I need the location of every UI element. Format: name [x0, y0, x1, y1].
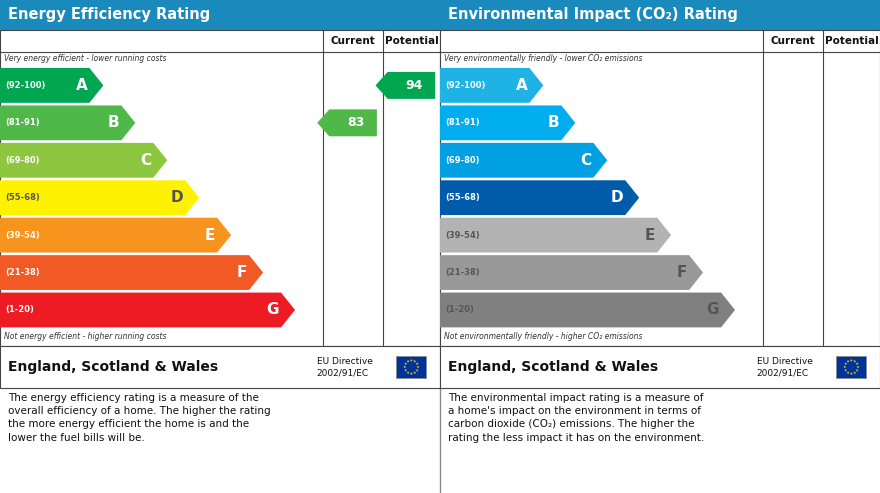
- Bar: [0, 0, 440, 30]
- Polygon shape: [404, 369, 407, 372]
- Polygon shape: [843, 365, 847, 368]
- Text: (39-54): (39-54): [445, 231, 480, 240]
- Polygon shape: [855, 362, 859, 365]
- Bar: [440, 30, 880, 346]
- Text: Very environmentally friendly - lower CO₂ emissions: Very environmentally friendly - lower CO…: [444, 54, 642, 63]
- Text: 83: 83: [347, 116, 364, 129]
- Text: The energy efficiency rating is a measure of the
overall efficiency of a home. T: The energy efficiency rating is a measur…: [8, 393, 271, 443]
- Polygon shape: [403, 365, 407, 368]
- Bar: [440, 0, 880, 30]
- Polygon shape: [440, 292, 735, 327]
- Polygon shape: [0, 255, 263, 290]
- Text: (39-54): (39-54): [5, 231, 40, 240]
- Text: (69-80): (69-80): [5, 156, 40, 165]
- Polygon shape: [844, 369, 847, 372]
- Text: Energy Efficiency Rating: Energy Efficiency Rating: [8, 7, 210, 23]
- Text: (1-20): (1-20): [5, 306, 33, 315]
- Bar: [0, 30, 440, 346]
- Text: G: G: [267, 303, 279, 317]
- Text: Current: Current: [771, 36, 816, 46]
- Polygon shape: [847, 360, 849, 362]
- Text: E: E: [205, 228, 216, 243]
- Text: The environmental impact rating is a measure of
a home's impact on the environme: The environmental impact rating is a mea…: [448, 393, 704, 443]
- Polygon shape: [407, 371, 409, 374]
- Bar: [0, 346, 440, 388]
- Text: Environmental Impact (CO₂) Rating: Environmental Impact (CO₂) Rating: [448, 7, 737, 23]
- Text: (21-38): (21-38): [445, 268, 480, 277]
- Polygon shape: [404, 362, 407, 365]
- Polygon shape: [410, 359, 413, 362]
- Polygon shape: [856, 365, 860, 368]
- Polygon shape: [440, 180, 639, 215]
- Polygon shape: [317, 109, 377, 136]
- Bar: [396, 356, 427, 378]
- Text: Very energy efficient - lower running costs: Very energy efficient - lower running co…: [4, 54, 166, 63]
- Text: B: B: [107, 115, 120, 130]
- Text: E: E: [645, 228, 656, 243]
- Polygon shape: [844, 362, 847, 365]
- Text: EU Directive
2002/91/EC: EU Directive 2002/91/EC: [317, 356, 372, 378]
- Text: C: C: [580, 153, 591, 168]
- Text: Current: Current: [331, 36, 376, 46]
- Text: EU Directive
2002/91/EC: EU Directive 2002/91/EC: [757, 356, 812, 378]
- Text: B: B: [547, 115, 560, 130]
- Polygon shape: [440, 68, 543, 103]
- Polygon shape: [855, 369, 859, 372]
- Polygon shape: [440, 255, 703, 290]
- Polygon shape: [847, 371, 849, 374]
- Polygon shape: [850, 372, 853, 375]
- Text: Potential: Potential: [385, 36, 438, 46]
- Text: England, Scotland & Wales: England, Scotland & Wales: [8, 360, 218, 374]
- Text: Not environmentally friendly - higher CO₂ emissions: Not environmentally friendly - higher CO…: [444, 332, 642, 341]
- Polygon shape: [440, 218, 671, 252]
- Text: C: C: [140, 153, 151, 168]
- Text: (81-91): (81-91): [445, 118, 480, 127]
- Polygon shape: [415, 369, 419, 372]
- Text: (21-38): (21-38): [5, 268, 40, 277]
- Polygon shape: [414, 371, 416, 374]
- Text: (55-68): (55-68): [445, 193, 480, 202]
- Polygon shape: [407, 360, 409, 362]
- Text: (69-80): (69-80): [445, 156, 480, 165]
- Polygon shape: [854, 371, 856, 374]
- Polygon shape: [0, 106, 136, 140]
- Text: (81-91): (81-91): [5, 118, 40, 127]
- Text: D: D: [611, 190, 623, 205]
- Text: (1-20): (1-20): [445, 306, 473, 315]
- Text: Potential: Potential: [825, 36, 878, 46]
- Polygon shape: [415, 362, 419, 365]
- Polygon shape: [410, 372, 413, 375]
- Text: Not energy efficient - higher running costs: Not energy efficient - higher running co…: [4, 332, 166, 341]
- Polygon shape: [376, 72, 435, 99]
- Text: England, Scotland & Wales: England, Scotland & Wales: [448, 360, 658, 374]
- Polygon shape: [0, 68, 103, 103]
- Text: F: F: [237, 265, 247, 280]
- Polygon shape: [854, 360, 856, 362]
- Text: (92-100): (92-100): [5, 81, 46, 90]
- Text: F: F: [677, 265, 687, 280]
- Text: (92-100): (92-100): [445, 81, 486, 90]
- Text: G: G: [707, 303, 719, 317]
- Polygon shape: [440, 106, 576, 140]
- Polygon shape: [440, 143, 607, 177]
- Polygon shape: [0, 180, 199, 215]
- Bar: [836, 356, 867, 378]
- Bar: [440, 346, 880, 388]
- Polygon shape: [0, 218, 231, 252]
- Polygon shape: [414, 360, 416, 362]
- Polygon shape: [416, 365, 420, 368]
- Text: A: A: [516, 78, 527, 93]
- Polygon shape: [0, 143, 167, 177]
- Polygon shape: [0, 292, 295, 327]
- Text: A: A: [76, 78, 87, 93]
- Text: D: D: [171, 190, 183, 205]
- Text: 94: 94: [405, 79, 422, 92]
- Text: (55-68): (55-68): [5, 193, 40, 202]
- Polygon shape: [850, 359, 853, 362]
